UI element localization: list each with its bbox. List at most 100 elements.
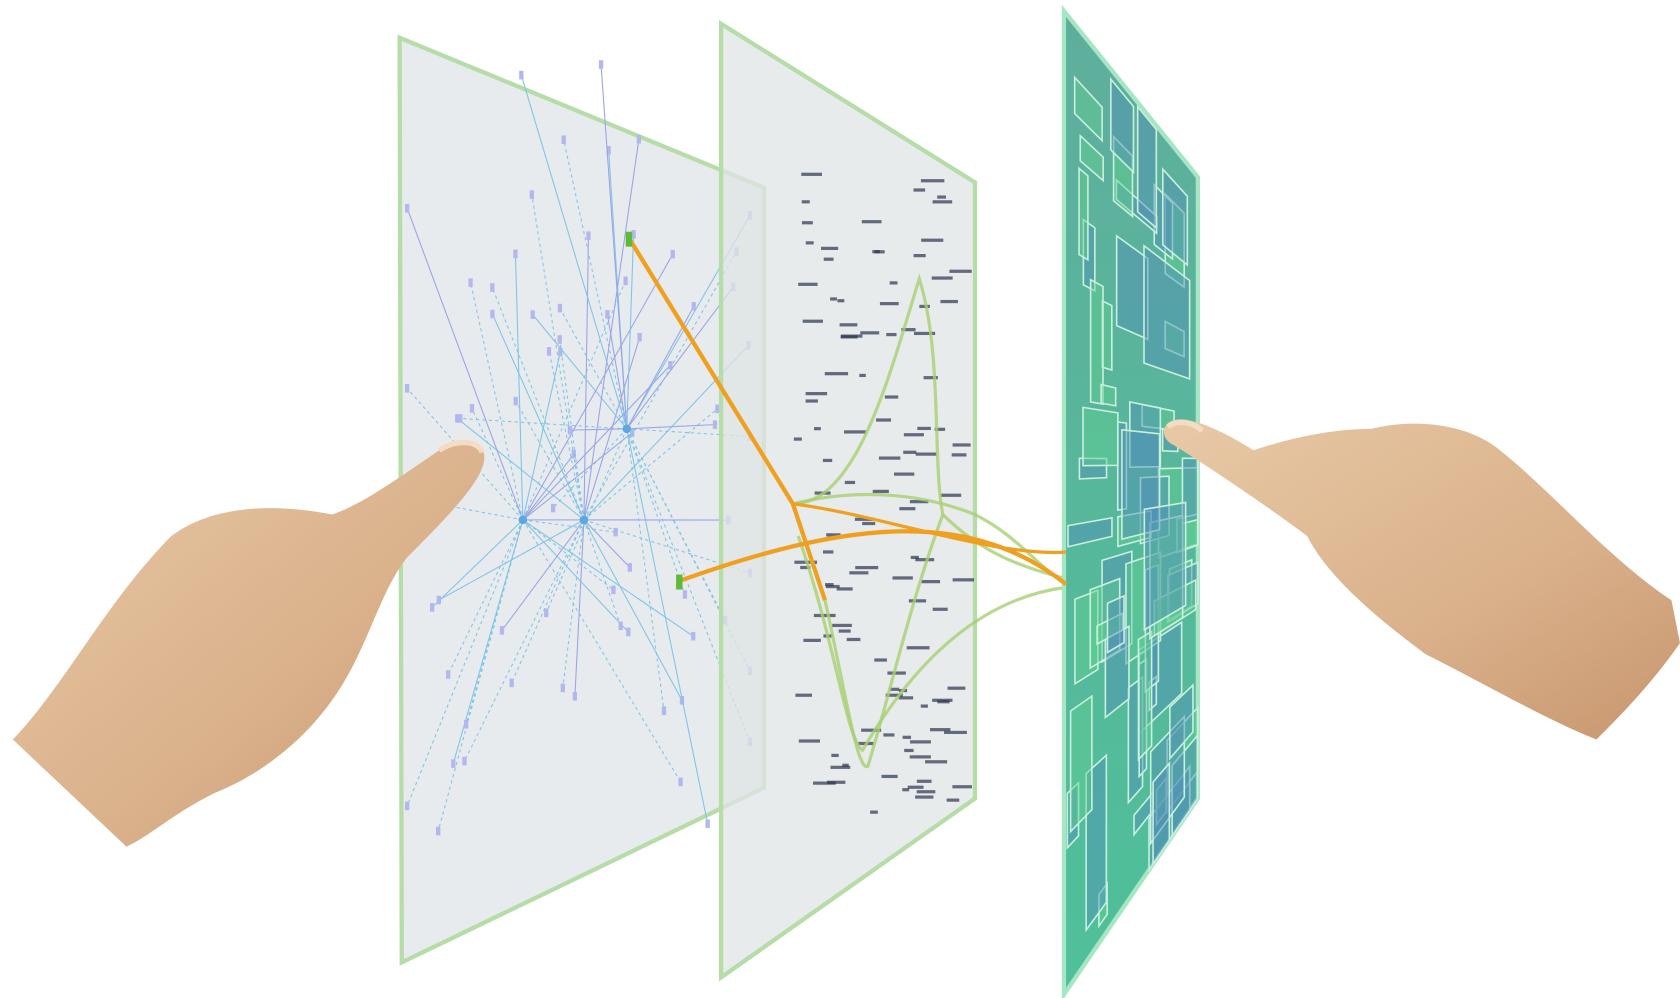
treemap-cell <box>1149 514 1184 640</box>
treemap-cell <box>1106 594 1125 654</box>
label-mark <box>952 578 975 582</box>
node <box>405 203 410 213</box>
label-mark <box>822 458 833 463</box>
edge <box>583 337 641 521</box>
edge <box>470 282 524 521</box>
node <box>509 678 514 688</box>
edge <box>626 286 734 430</box>
label-mark <box>909 755 931 759</box>
label-mark <box>914 331 936 336</box>
node <box>626 627 631 637</box>
label-mark <box>889 281 898 285</box>
treemap-cell <box>1143 501 1187 632</box>
node <box>451 759 456 768</box>
label-mark <box>920 179 945 183</box>
node <box>567 425 573 435</box>
node <box>668 361 673 370</box>
edge <box>626 428 709 824</box>
node <box>715 404 720 414</box>
edge <box>583 519 683 701</box>
node <box>513 249 518 259</box>
label-mark <box>801 200 810 204</box>
label-mark <box>840 335 858 339</box>
label-mark <box>902 735 912 739</box>
label-mark <box>930 728 951 732</box>
label-mark <box>946 798 960 802</box>
hub <box>622 424 632 434</box>
label-mark <box>932 200 953 204</box>
treemap-cell <box>1079 133 1104 183</box>
label-mark <box>913 254 926 258</box>
label-mark <box>949 269 972 273</box>
node <box>623 276 628 286</box>
label-mark <box>862 521 876 526</box>
node <box>430 603 435 612</box>
treemap <box>1066 75 1199 933</box>
edge <box>548 351 585 521</box>
label-mark <box>910 555 919 560</box>
edge <box>501 519 585 631</box>
edge <box>522 519 616 533</box>
node <box>462 756 467 766</box>
edge <box>491 313 585 521</box>
node <box>627 563 632 572</box>
node <box>636 134 642 144</box>
label-mark <box>823 257 834 261</box>
fingernail <box>1166 419 1205 433</box>
treemap-cell <box>1115 234 1149 341</box>
label-mark <box>906 646 930 650</box>
label-mark <box>932 607 948 611</box>
label-mark <box>812 781 836 785</box>
node <box>469 403 475 413</box>
label-mark <box>846 637 861 642</box>
edge <box>431 519 524 608</box>
edge <box>522 364 671 521</box>
label-mark <box>944 730 967 735</box>
treemap-cell <box>1082 218 1096 293</box>
edge <box>406 208 524 521</box>
treemap-cell <box>1137 630 1153 762</box>
edge <box>522 351 561 521</box>
curve <box>792 273 1067 581</box>
treemap-cell <box>1155 776 1167 828</box>
treemap-cell <box>1078 166 1089 262</box>
label-mark <box>855 565 879 570</box>
label-mark <box>825 583 834 587</box>
node <box>490 283 495 292</box>
node <box>613 527 618 537</box>
treemap-cell <box>1110 76 1135 175</box>
node <box>560 683 565 693</box>
node <box>468 278 473 287</box>
label-mark <box>872 250 880 254</box>
edge <box>532 314 628 430</box>
node <box>458 414 463 423</box>
link <box>678 529 1068 586</box>
label-mark <box>859 373 866 378</box>
radial-tree <box>405 60 753 836</box>
node <box>557 303 563 313</box>
label-mark <box>822 550 834 554</box>
node <box>446 670 451 679</box>
label-mark <box>795 693 812 697</box>
node <box>513 396 518 406</box>
label-mark <box>805 399 818 403</box>
node <box>464 719 469 729</box>
edge <box>522 519 694 637</box>
label-mark <box>802 319 823 323</box>
edge <box>522 253 674 521</box>
label-mark <box>902 788 910 792</box>
edge <box>569 428 627 431</box>
label-mark <box>917 426 931 431</box>
label-mark <box>887 671 906 675</box>
label-mark <box>908 599 927 603</box>
treemap-cell <box>1121 428 1161 541</box>
label-mark <box>923 376 938 380</box>
label-mark <box>915 452 937 456</box>
label-mark <box>826 533 841 537</box>
label-mark <box>860 331 880 335</box>
node <box>561 135 566 144</box>
label-mark <box>898 696 914 700</box>
label-mark <box>830 765 851 769</box>
